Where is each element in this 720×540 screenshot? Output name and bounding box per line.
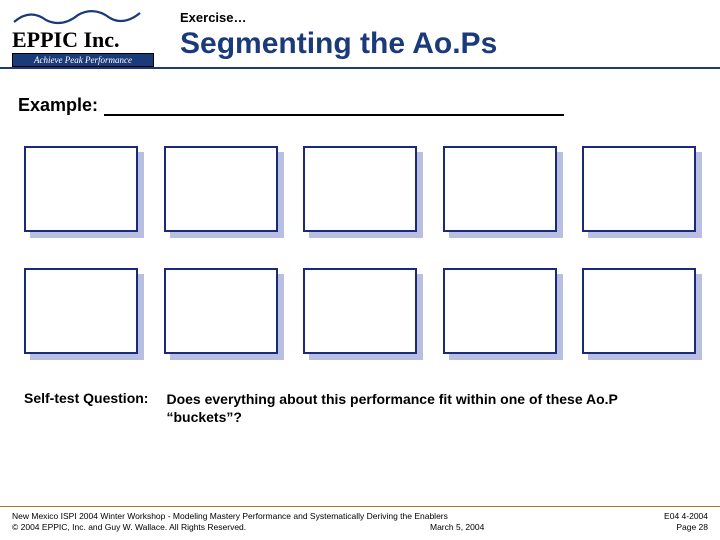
footer-workshop-title: New Mexico ISPI 2004 Winter Workshop - M… <box>12 511 448 521</box>
segment-box <box>303 268 417 354</box>
segment-box <box>443 268 557 354</box>
segment-box <box>24 146 138 232</box>
footer-code: E04 4-2004 <box>664 511 708 521</box>
footer-date: March 5, 2004 <box>430 522 484 532</box>
box-row-2 <box>24 268 696 354</box>
logo-tagline: Achieve Peak Performance <box>12 53 154 67</box>
example-line: Example: <box>18 95 702 116</box>
selftest-label: Self-test Question: <box>24 390 166 426</box>
segment-box <box>582 146 696 232</box>
example-label: Example: <box>18 95 98 116</box>
selftest-row: Self-test Question: Does everything abou… <box>0 390 720 426</box>
segment-box <box>164 268 278 354</box>
segment-box <box>24 268 138 354</box>
segment-box <box>303 146 417 232</box>
box-row-1 <box>24 146 696 232</box>
title-block: Exercise… Segmenting the Ao.Ps <box>162 8 720 61</box>
segment-box <box>164 146 278 232</box>
header: EPPIC Inc. Achieve Peak Performance Exer… <box>0 0 720 69</box>
logo-block: EPPIC Inc. Achieve Peak Performance <box>12 8 162 67</box>
overline-text: Exercise… <box>180 10 720 25</box>
footer-copyright: © 2004 EPPIC, Inc. and Guy W. Wallace. A… <box>12 522 246 532</box>
logo-squiggle-icon <box>12 8 142 26</box>
footer-page: Page 28 <box>676 522 708 532</box>
segment-box <box>443 146 557 232</box>
example-blank-line <box>104 98 564 116</box>
logo-company-name: EPPIC Inc. <box>12 29 154 51</box>
footer: New Mexico ISPI 2004 Winter Workshop - M… <box>0 506 720 532</box>
selftest-text: Does everything about this performance f… <box>166 390 696 426</box>
boxes-area <box>0 116 720 354</box>
segment-box <box>582 268 696 354</box>
main-title: Segmenting the Ao.Ps <box>180 27 720 61</box>
